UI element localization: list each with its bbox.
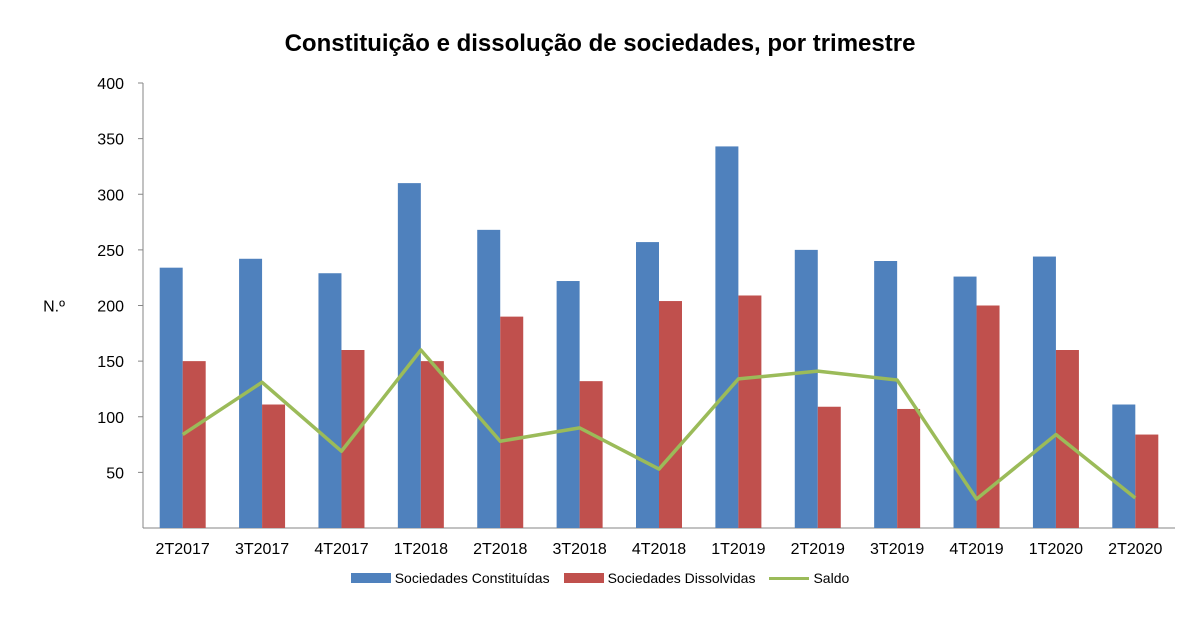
y-tick-label: 250: [97, 243, 124, 260]
y-tick-label: 150: [97, 354, 124, 371]
x-tick-label: 3T2018: [552, 541, 606, 558]
bar-constituidas: [397, 183, 421, 528]
bar-dissolvidas: [1055, 350, 1079, 528]
y-axis: 50 100 150 200 250 300 350 400: [97, 76, 144, 528]
bar-constituidas: [715, 146, 739, 528]
y-tick-label: 350: [97, 132, 124, 149]
bars-group: [159, 146, 1159, 528]
legend: Sociedades Constituídas Sociedades Dissol…: [0, 570, 1200, 586]
bar-dissolvidas: [420, 361, 444, 528]
legend-swatch: [350, 573, 391, 583]
x-axis: 2T2017 3T2017 4T2017 1T2018 2T2018 3T2018 4T20…: [143, 527, 1175, 558]
saldo-line-group: [181, 348, 1137, 501]
y-tick-label: 50: [106, 465, 124, 482]
y-tick-label: 400: [97, 76, 124, 93]
bar-constituidas: [159, 267, 183, 528]
bar-dissolvidas: [738, 295, 762, 528]
bar-dissolvidas: [897, 408, 921, 528]
bar-constituidas: [636, 242, 659, 528]
bar-dissolvidas: [817, 406, 841, 528]
legend-label: Sociedades Dissolvidas: [607, 570, 756, 586]
y-tick-label: 100: [97, 410, 124, 427]
bar-constituidas: [1112, 404, 1136, 528]
chart-title: Constituição e dissolução de sociedades,…: [284, 30, 916, 57]
x-tick-label: 1T2020: [1029, 541, 1083, 558]
x-tick-label: 4T2018: [632, 541, 686, 558]
bar-constituidas: [239, 258, 263, 528]
legend-item: Sociedades Constituídas: [350, 570, 550, 586]
y-tick-label: 200: [97, 299, 124, 316]
x-tick-label: 3T2019: [870, 541, 924, 558]
legend-label: Saldo: [813, 570, 850, 586]
bar-dissolvidas: [976, 305, 1000, 528]
bar-constituidas: [556, 281, 580, 528]
x-tick-label: 2T2019: [791, 541, 845, 558]
x-tick-label: 4T2017: [314, 541, 368, 558]
bar-constituidas: [874, 261, 898, 528]
bar-constituidas: [1032, 256, 1056, 528]
x-tick-label: 1T2018: [394, 541, 448, 558]
legend-label: Sociedades Constituídas: [394, 570, 550, 586]
bar-constituidas: [953, 276, 977, 528]
y-tick-label: 300: [97, 187, 124, 204]
bar-constituidas: [477, 229, 501, 528]
bar-dissolvidas: [579, 381, 603, 528]
x-tick-label: 4T2019: [949, 541, 1003, 558]
bar-dissolvidas: [500, 316, 524, 528]
saldo-line: [181, 348, 1137, 501]
bar-dissolvidas: [182, 361, 206, 528]
x-tick-label: 3T2017: [235, 541, 289, 558]
bar-dissolvidas: [659, 301, 682, 528]
legend-swatch: [563, 573, 604, 583]
x-tick-label: 1T2019: [711, 541, 765, 558]
bar-constituidas: [318, 273, 342, 528]
bar-dissolvidas: [262, 404, 286, 528]
legend-item: Saldo: [769, 570, 849, 586]
bar-dissolvidas: [1135, 434, 1159, 528]
x-tick-label: 2T2018: [473, 541, 527, 558]
bar-constituidas: [794, 249, 818, 528]
legend-swatch: [769, 576, 810, 580]
legend-item: Sociedades Dissolvidas: [563, 570, 756, 586]
y-axis-label: N.º: [43, 299, 65, 316]
x-tick-label: 2T2020: [1108, 541, 1162, 558]
x-tick-label: 2T2017: [156, 541, 210, 558]
